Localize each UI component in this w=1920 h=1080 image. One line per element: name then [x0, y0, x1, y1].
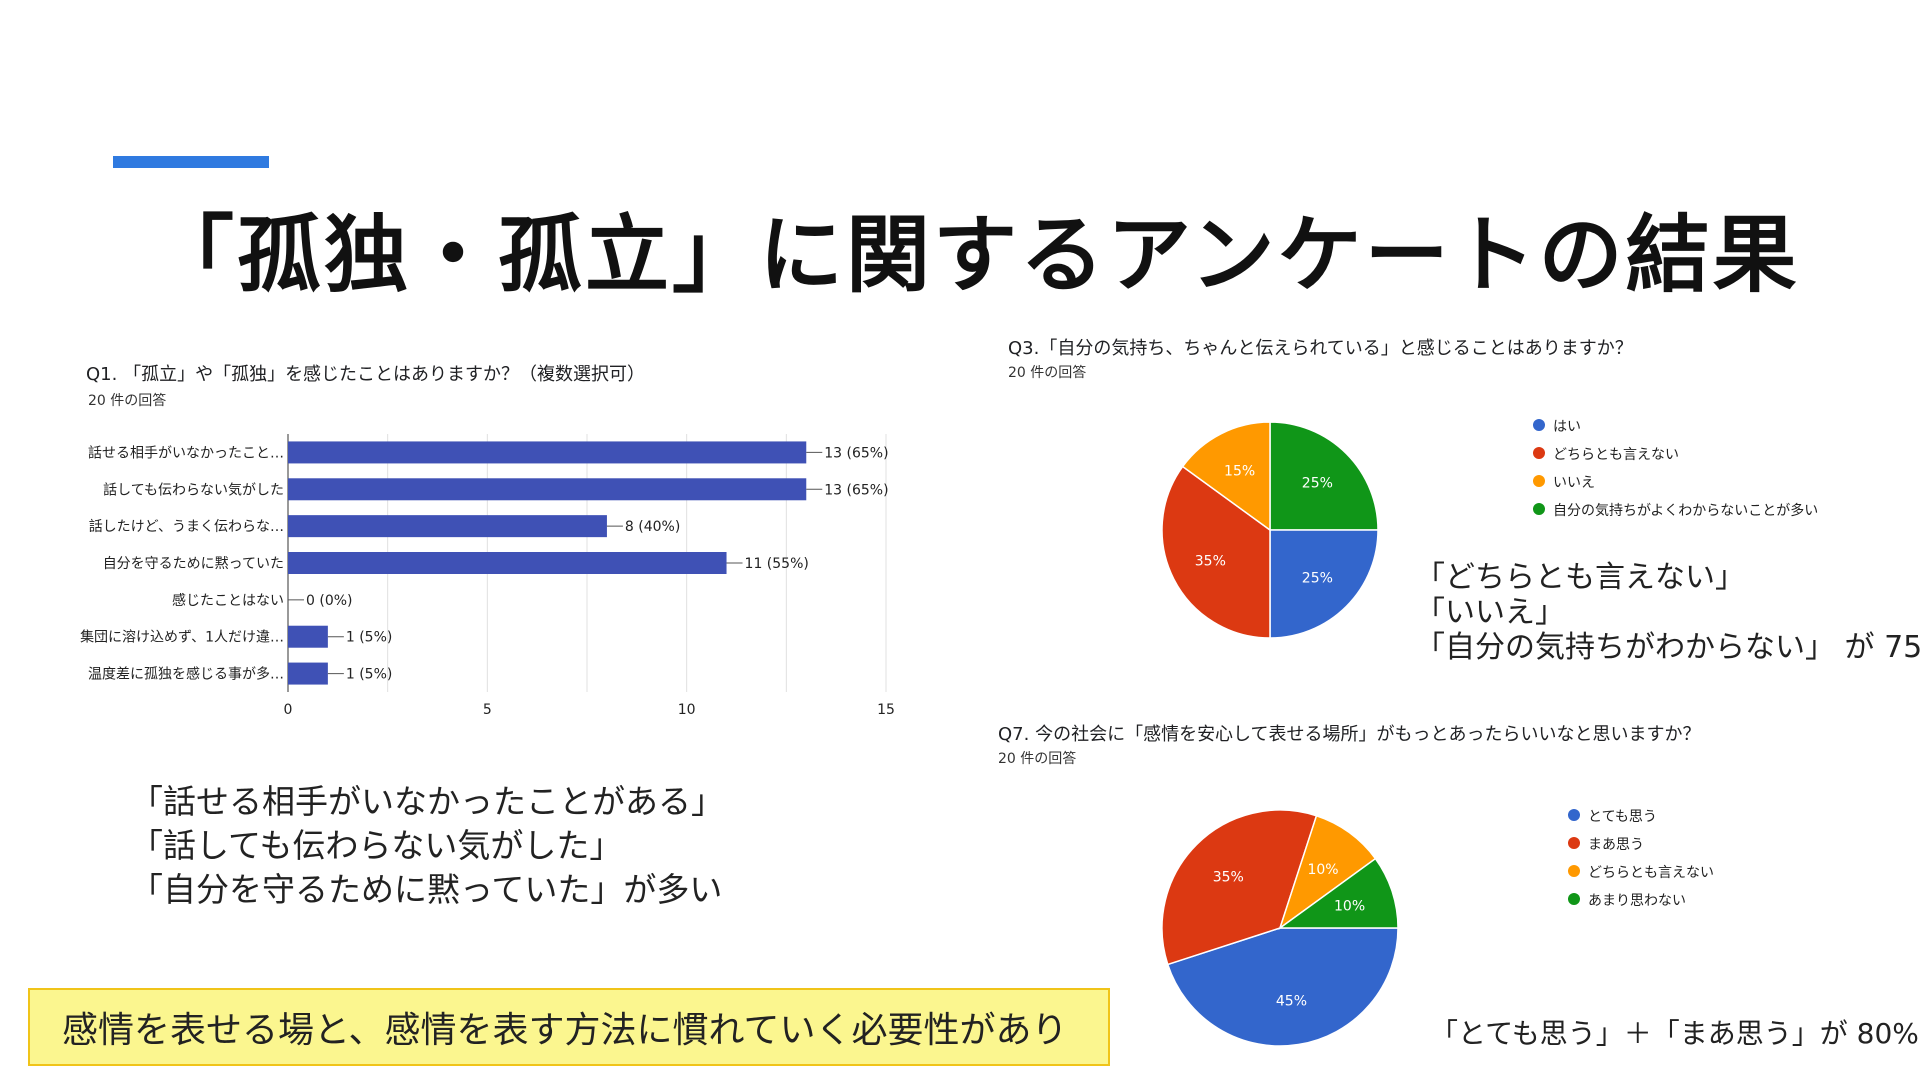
category-label: 温度差に孤独を感じる事が多…	[88, 666, 284, 683]
q1-bar-chart: 話せる相手がいなかったこと… 13 (65%) 話しても伝わらない気がした 13 (6…	[80, 434, 895, 718]
legend-item: まあ思う	[1568, 834, 1808, 854]
category-label: 自分を守るために黙っていた	[103, 556, 284, 572]
legend-item: どちらとも言えない	[1533, 444, 1823, 464]
bar	[288, 552, 727, 574]
legend-label: あまり思わない	[1588, 893, 1686, 909]
conclusion-callout: 感情を表せる場と、感情を表す方法に慣れていく必要性があり	[28, 988, 1110, 1066]
data-label: 8 (40%)	[625, 519, 680, 535]
data-label: 1 (5%)	[346, 667, 393, 683]
legend-item: どちらとも言えない	[1568, 862, 1808, 882]
legend-item: あまり思わない	[1568, 890, 1808, 910]
legend-item: とても思う	[1568, 806, 1808, 826]
slice-label: 10%	[1307, 862, 1338, 878]
slice-label: 25%	[1302, 570, 1333, 586]
legend-item: いいえ	[1533, 472, 1823, 492]
legend-swatch	[1533, 475, 1545, 487]
legend-label: どちらとも言えない	[1553, 447, 1679, 463]
slice-label: 35%	[1213, 869, 1244, 885]
data-label: 13 (65%)	[824, 482, 888, 498]
q3-pie-chart: 25% 25% 35% 15%	[1161, 421, 1379, 639]
page-title: 「孤独・孤立」に関するアンケートの結果	[150, 206, 1800, 304]
legend-swatch	[1533, 419, 1545, 431]
legend-swatch	[1568, 893, 1580, 905]
q7-pie-chart: 45% 35% 10% 10%	[1161, 809, 1399, 1047]
slice-label: 15%	[1224, 463, 1255, 479]
slice-label: 25%	[1302, 476, 1333, 492]
note-line: 「いいえ」	[1415, 595, 1565, 630]
data-label: 13 (65%)	[824, 445, 888, 461]
q3-summary-note: 「どちらとも言えない」 「いいえ」 「自分の気持ちがわからない」 が 75%	[1415, 560, 1920, 665]
legend-item: 自分の気持ちがよくわからないことが多い	[1533, 500, 1823, 520]
slice-label: 45%	[1276, 993, 1307, 1009]
legend-swatch	[1533, 447, 1545, 459]
bar	[288, 662, 328, 685]
q1-response-count: 20 件の回答	[88, 393, 167, 409]
legend-label: どちらとも言えない	[1588, 865, 1714, 881]
data-label: 11 (55%)	[745, 556, 809, 572]
category-label: 話せる相手がいなかったこと…	[88, 444, 284, 461]
bar	[288, 515, 607, 538]
q7-legend: とても思う まあ思う どちらとも言えない あまり思わない	[1568, 806, 1808, 918]
q7-title: Q7. 今の社会に「感情を安心して表せる場所」がもっとあったらいいなと思いますか…	[998, 724, 1701, 745]
bar	[288, 625, 328, 648]
tick-label: 10	[678, 702, 696, 718]
legend-label: はい	[1553, 419, 1581, 435]
bar	[288, 441, 807, 464]
q7-summary-note: 「とても思う」＋「まあ思う」が 80%	[1430, 1017, 1919, 1050]
legend-label: とても思う	[1588, 809, 1657, 825]
tick-label: 15	[877, 702, 895, 718]
category-label: 感じたことはない	[172, 592, 284, 609]
pie-slice	[1278, 814, 1377, 930]
q1-summary-note: 「話せる相手がいなかったことがある」 「話しても伝わらない気がした」 「自分を守…	[130, 780, 724, 912]
q7-response-count: 20 件の回答	[998, 751, 1077, 767]
pie-slice	[1161, 809, 1318, 966]
note-line: 「自分の気持ちがわからない」 が 75%	[1415, 630, 1920, 665]
data-label: 0 (0%)	[306, 593, 353, 609]
tick-label: 0	[284, 702, 293, 718]
pie-slice	[1166, 927, 1399, 1047]
note-line: 「どちらとも言えない」	[1415, 560, 1745, 595]
pie-slice	[1161, 465, 1271, 639]
legend-swatch	[1568, 865, 1580, 877]
legend-item: はい	[1533, 416, 1823, 436]
legend-swatch	[1568, 809, 1580, 821]
note-line: 「自分を守るために黙っていた」が多い	[130, 870, 723, 909]
legend-label: いいえ	[1553, 475, 1595, 491]
data-label: 1 (5%)	[346, 630, 393, 646]
pie-slice	[1277, 857, 1399, 929]
tick-label: 5	[483, 702, 492, 718]
pie-slice	[1181, 421, 1271, 532]
note-line: 「話せる相手がいなかったことがある」	[130, 782, 724, 821]
slice-label: 35%	[1195, 553, 1226, 569]
title-accent-bar	[113, 156, 269, 168]
legend-label: 自分の気持ちがよくわからないことが多い	[1553, 503, 1819, 519]
category-label: 話したけど、うまく伝わらな…	[89, 518, 284, 535]
category-label: 話しても伝わらない気がした	[103, 481, 284, 498]
pie-slice	[1269, 421, 1379, 531]
q3-response-count: 20 件の回答	[1008, 365, 1087, 381]
q1-title: Q1. 「孤立」や「孤独」を感じたことはありますか？（複数選択可）	[86, 364, 646, 385]
legend-label: まあ思う	[1588, 837, 1644, 853]
pie-slice	[1269, 529, 1379, 639]
q3-title: Q3.「自分の気持ち、ちゃんと伝えられている」と感じることはありますか？	[1008, 338, 1633, 359]
bar	[288, 478, 807, 501]
slice-label: 10%	[1334, 898, 1365, 914]
legend-swatch	[1533, 503, 1545, 515]
category-label: 集団に溶け込めず、1人だけ違…	[80, 629, 284, 646]
note-line: 「話しても伝わらない気がした」	[130, 826, 623, 865]
legend-swatch	[1568, 837, 1580, 849]
q3-legend: はい どちらとも言えない いいえ 自分の気持ちがよくわからないことが多い	[1533, 416, 1823, 528]
